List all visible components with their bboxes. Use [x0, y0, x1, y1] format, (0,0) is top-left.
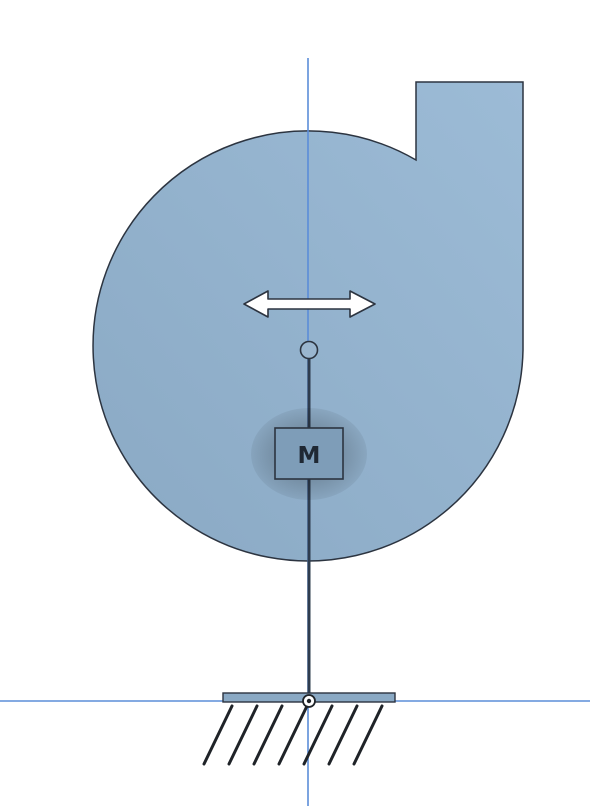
pivot-joint-icon: [302, 694, 316, 708]
double-arrow-horizontal-icon: [243, 290, 376, 318]
ground-hatch-icon: [202, 692, 396, 766]
motor-label: M: [298, 443, 321, 469]
motor-box: [274, 427, 344, 480]
motor-block: M: [251, 408, 367, 500]
impeller-hub: [299, 340, 319, 360]
